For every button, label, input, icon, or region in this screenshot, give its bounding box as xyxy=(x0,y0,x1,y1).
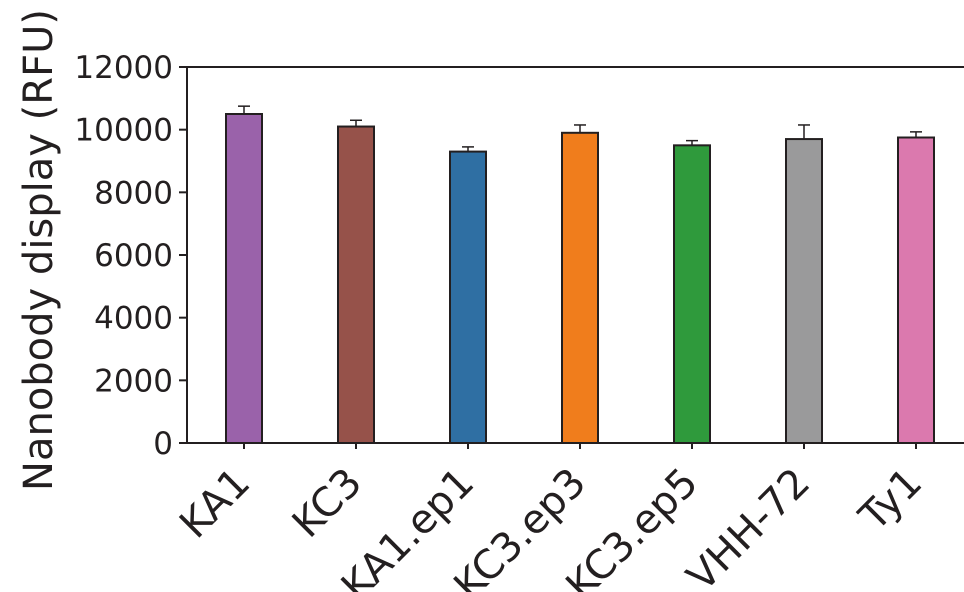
y-tick-label: 6000 xyxy=(94,238,173,274)
category-label: Ty1 xyxy=(850,460,931,541)
category-label: VHH-72 xyxy=(678,460,819,592)
y-tick-label: 0 xyxy=(153,426,173,462)
y-axis-title: Nanobody display (RFU) xyxy=(16,9,62,491)
bar xyxy=(785,138,823,444)
y-axis-ticks: 0 2000 4000 6000 8000 10000 12000 xyxy=(74,50,187,462)
bar xyxy=(897,136,935,444)
bar xyxy=(337,125,375,445)
category-label: KA1 xyxy=(171,460,259,548)
bars-group xyxy=(225,105,935,445)
y-tick-label: 10000 xyxy=(74,113,173,149)
bar xyxy=(225,113,263,444)
bar xyxy=(449,150,487,444)
y-tick-label: 2000 xyxy=(94,363,173,399)
y-tick-label: 4000 xyxy=(94,301,173,337)
y-tick-label: 8000 xyxy=(94,175,173,211)
y-tick-label: 12000 xyxy=(74,50,173,86)
bar xyxy=(673,144,711,444)
bar xyxy=(561,131,599,445)
category-label: KC3 xyxy=(284,460,371,547)
